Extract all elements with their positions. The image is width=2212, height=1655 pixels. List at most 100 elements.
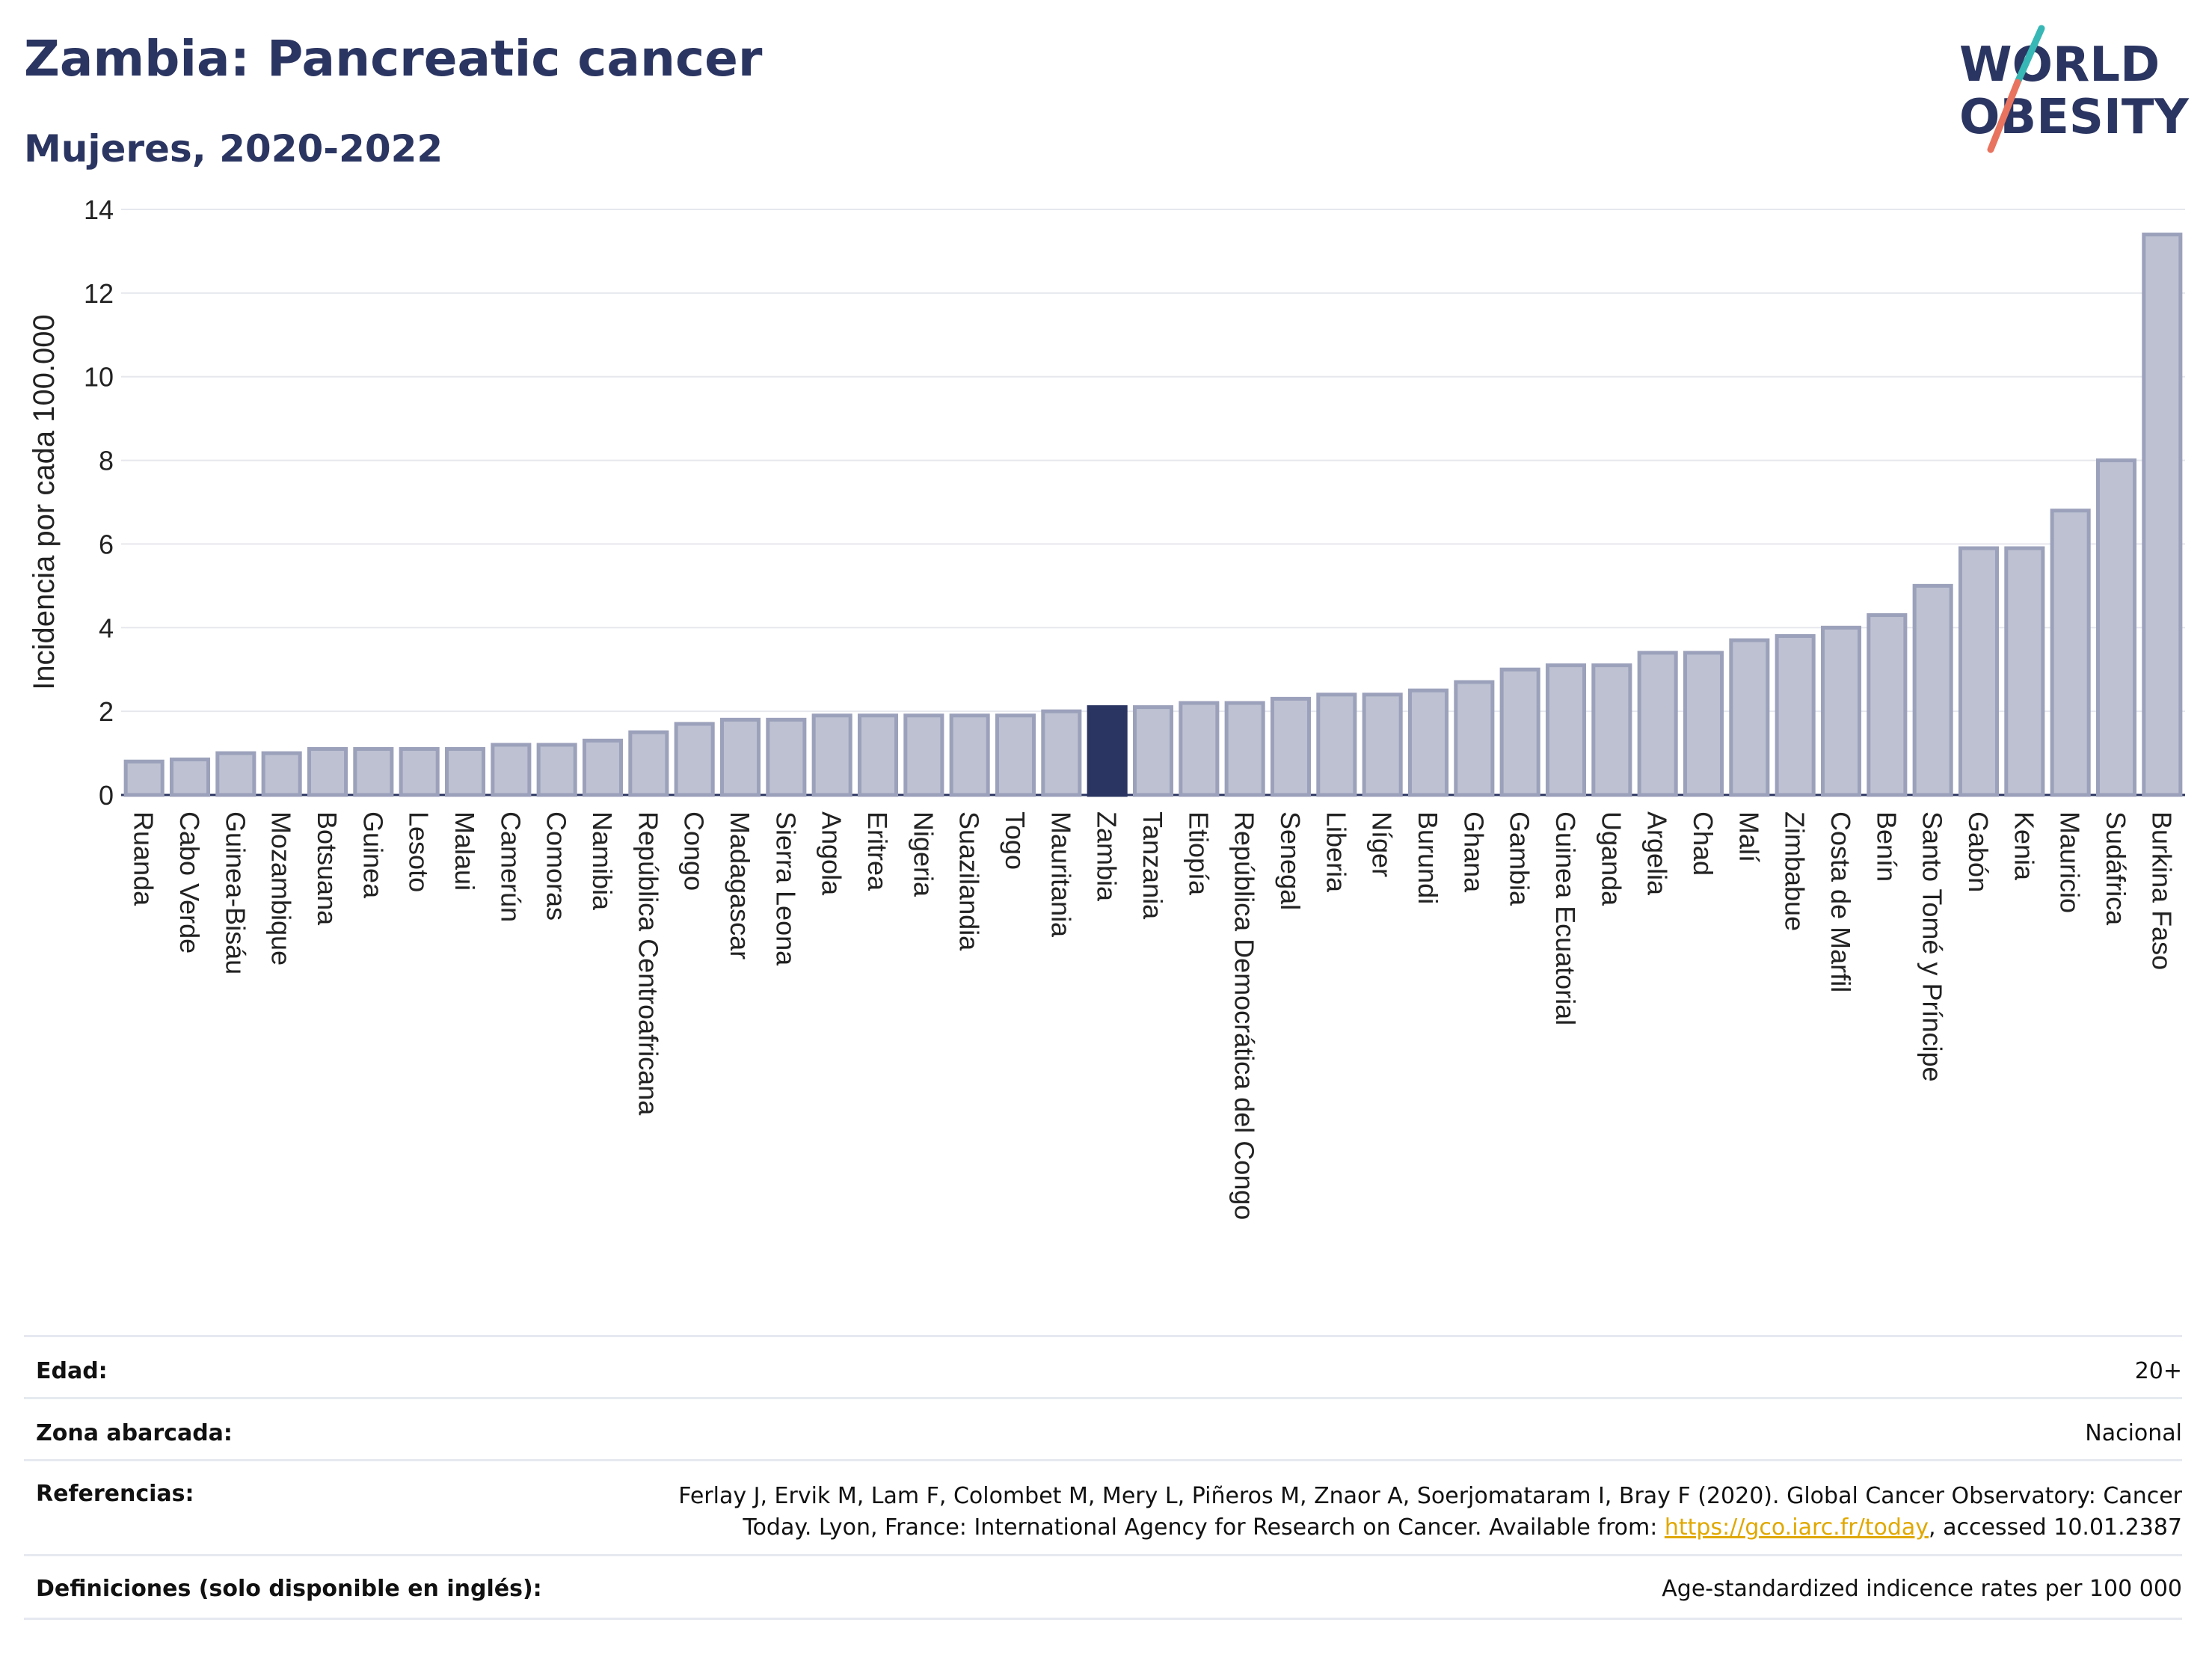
bar	[674, 722, 715, 797]
definitions-value: Age-standardized indicence rates per 100…	[1662, 1576, 2182, 1602]
x-tick-label: Congo	[679, 811, 710, 891]
bar-highlight	[1087, 705, 1128, 797]
bar	[123, 759, 165, 797]
bar	[1454, 680, 1495, 797]
info-row-age: Edad: 20+	[24, 1335, 2182, 1397]
x-tick-label: Ruanda	[129, 811, 159, 906]
x-tick-label: Madagascar	[725, 811, 755, 959]
y-tick-label: 4	[99, 612, 114, 643]
area-value: Nacional	[2085, 1420, 2182, 1446]
y-tick-label: 10	[84, 362, 114, 393]
info-row-area: Zona abarcada: Nacional	[24, 1397, 2182, 1459]
bar	[1912, 583, 1953, 797]
x-tick-label: Cabo Verde	[174, 811, 205, 954]
x-tick-label: Burundi	[1413, 811, 1443, 904]
info-row-references: Referencias: Ferlay J, Ervik M, Lam F, C…	[24, 1459, 2182, 1554]
x-tick-label: Guinea-Bisáu	[220, 811, 251, 974]
bar	[1591, 663, 1632, 797]
x-tick-label: Etiopía	[1183, 811, 1214, 896]
bar-chart: 0 2 4 6 8 10 12 14 Ruanda Cabo Verde Guinea-Bisáu…	[28, 194, 2185, 1220]
x-tick-label: Chad	[1688, 811, 1718, 876]
bar	[444, 746, 486, 797]
x-tick-label: Ghana	[1458, 811, 1489, 893]
x-tick-label: Costa de Marfil	[1825, 811, 1856, 992]
x-tick-label: Zimbabue	[1780, 811, 1810, 931]
x-tick-label: Liberia	[1321, 811, 1351, 893]
references-line-2-pre: Today. Lyon, France: International Agenc…	[743, 1514, 1665, 1541]
x-tick-label: Senegal	[1275, 811, 1306, 910]
bar	[307, 746, 348, 797]
logo-slash-teal	[2014, 25, 2045, 86]
x-tick-label: Uganda	[1596, 811, 1626, 906]
x-tick-label: Angola	[817, 811, 847, 896]
chart-subtitle: Mujeres, 2020-2022	[24, 127, 443, 171]
bar	[766, 717, 807, 797]
bar	[582, 738, 624, 797]
x-tick-label: Eritrea	[862, 811, 893, 891]
x-tick-label: Kenia	[2009, 811, 2039, 881]
x-tick-label: Botsuana	[312, 811, 342, 926]
bar	[169, 757, 211, 797]
bars	[123, 233, 2183, 797]
x-tick-label: Mozambique	[266, 811, 297, 965]
y-tick-label: 12	[84, 278, 114, 309]
x-tick-label: República Centroafricana	[633, 811, 663, 1116]
area-label: Zona abarcada:	[36, 1420, 233, 1446]
world-obesity-logo: WORLD OBESITY	[1959, 25, 2189, 153]
bar	[1316, 693, 1357, 797]
references-link[interactable]: https://gco.iarc.fr/today	[1664, 1514, 1929, 1541]
x-tick-label: Mauricio	[2055, 811, 2086, 913]
references-line-2-post: , accessed 10.01.2387	[1929, 1514, 2182, 1541]
bar	[399, 746, 440, 797]
bar	[1224, 701, 1265, 797]
chart-title: Zambia: Pancreatic cancer	[24, 30, 763, 87]
x-tick-label: Santo Tomé y Príncipe	[1917, 811, 1948, 1082]
bar	[811, 713, 852, 797]
y-tick-label: 2	[99, 696, 114, 727]
x-tick-label: Níger	[1367, 811, 1398, 877]
x-tick-label: Suazilandia	[954, 811, 985, 951]
bar	[628, 730, 669, 797]
bar	[1637, 651, 1678, 797]
bar	[857, 713, 899, 797]
bar	[1132, 705, 1174, 797]
y-tick-label: 14	[84, 194, 114, 225]
bar	[1729, 638, 1770, 797]
bar	[903, 713, 944, 797]
bar	[2004, 546, 2045, 797]
x-tick-label: Camerún	[495, 811, 526, 922]
bar	[2095, 458, 2137, 797]
age-value: 20+	[2134, 1358, 2182, 1384]
bar	[1820, 625, 1862, 797]
x-tick-label: Malaui	[449, 811, 480, 891]
references-value: Ferlay J, Ervik M, Lam F, Colombet M, Me…	[678, 1481, 2182, 1544]
x-tick-label: Mauritania	[1045, 811, 1076, 938]
x-tick-label: Sierra Leona	[770, 811, 801, 966]
x-tick-label: Tanzania	[1137, 811, 1168, 920]
x-tick-labels: Ruanda Cabo Verde Guinea-Bisáu Mozambique Bo…	[129, 811, 2178, 1220]
x-tick-label: Guinea Ecuatorial	[1550, 811, 1581, 1025]
x-tick-label: República Democrática del Congo	[1229, 811, 1260, 1220]
x-tick-label: Namibia	[587, 811, 618, 911]
x-tick-label: Nigeria	[908, 811, 938, 897]
x-tick-label: Sudáfrica	[2101, 811, 2131, 926]
bar	[1407, 688, 1449, 797]
x-tick-label: Benín	[1871, 811, 1902, 882]
x-tick-label: Zambia	[1092, 811, 1122, 902]
bar	[1867, 613, 1908, 797]
info-table: Edad: 20+ Zona abarcada: Nacional Refere…	[24, 1335, 2182, 1620]
y-tick-labels: 0 2 4 6 8 10 12 14	[84, 194, 114, 811]
y-tick-label: 8	[99, 446, 114, 476]
y-tick-label: 6	[99, 529, 114, 559]
x-tick-label: Togo	[1000, 811, 1030, 870]
bar	[1041, 709, 1082, 797]
bar	[1545, 663, 1587, 797]
x-tick-label: Burkina Faso	[2146, 811, 2177, 970]
references-line-1: Ferlay J, Ervik M, Lam F, Colombet M, Me…	[678, 1483, 2182, 1509]
bar	[491, 743, 532, 797]
bar	[1775, 633, 1816, 797]
bar	[2142, 233, 2183, 797]
bar	[1362, 693, 1403, 797]
x-tick-label: Argelia	[1642, 811, 1673, 896]
x-tick-label: Guinea	[357, 811, 388, 899]
